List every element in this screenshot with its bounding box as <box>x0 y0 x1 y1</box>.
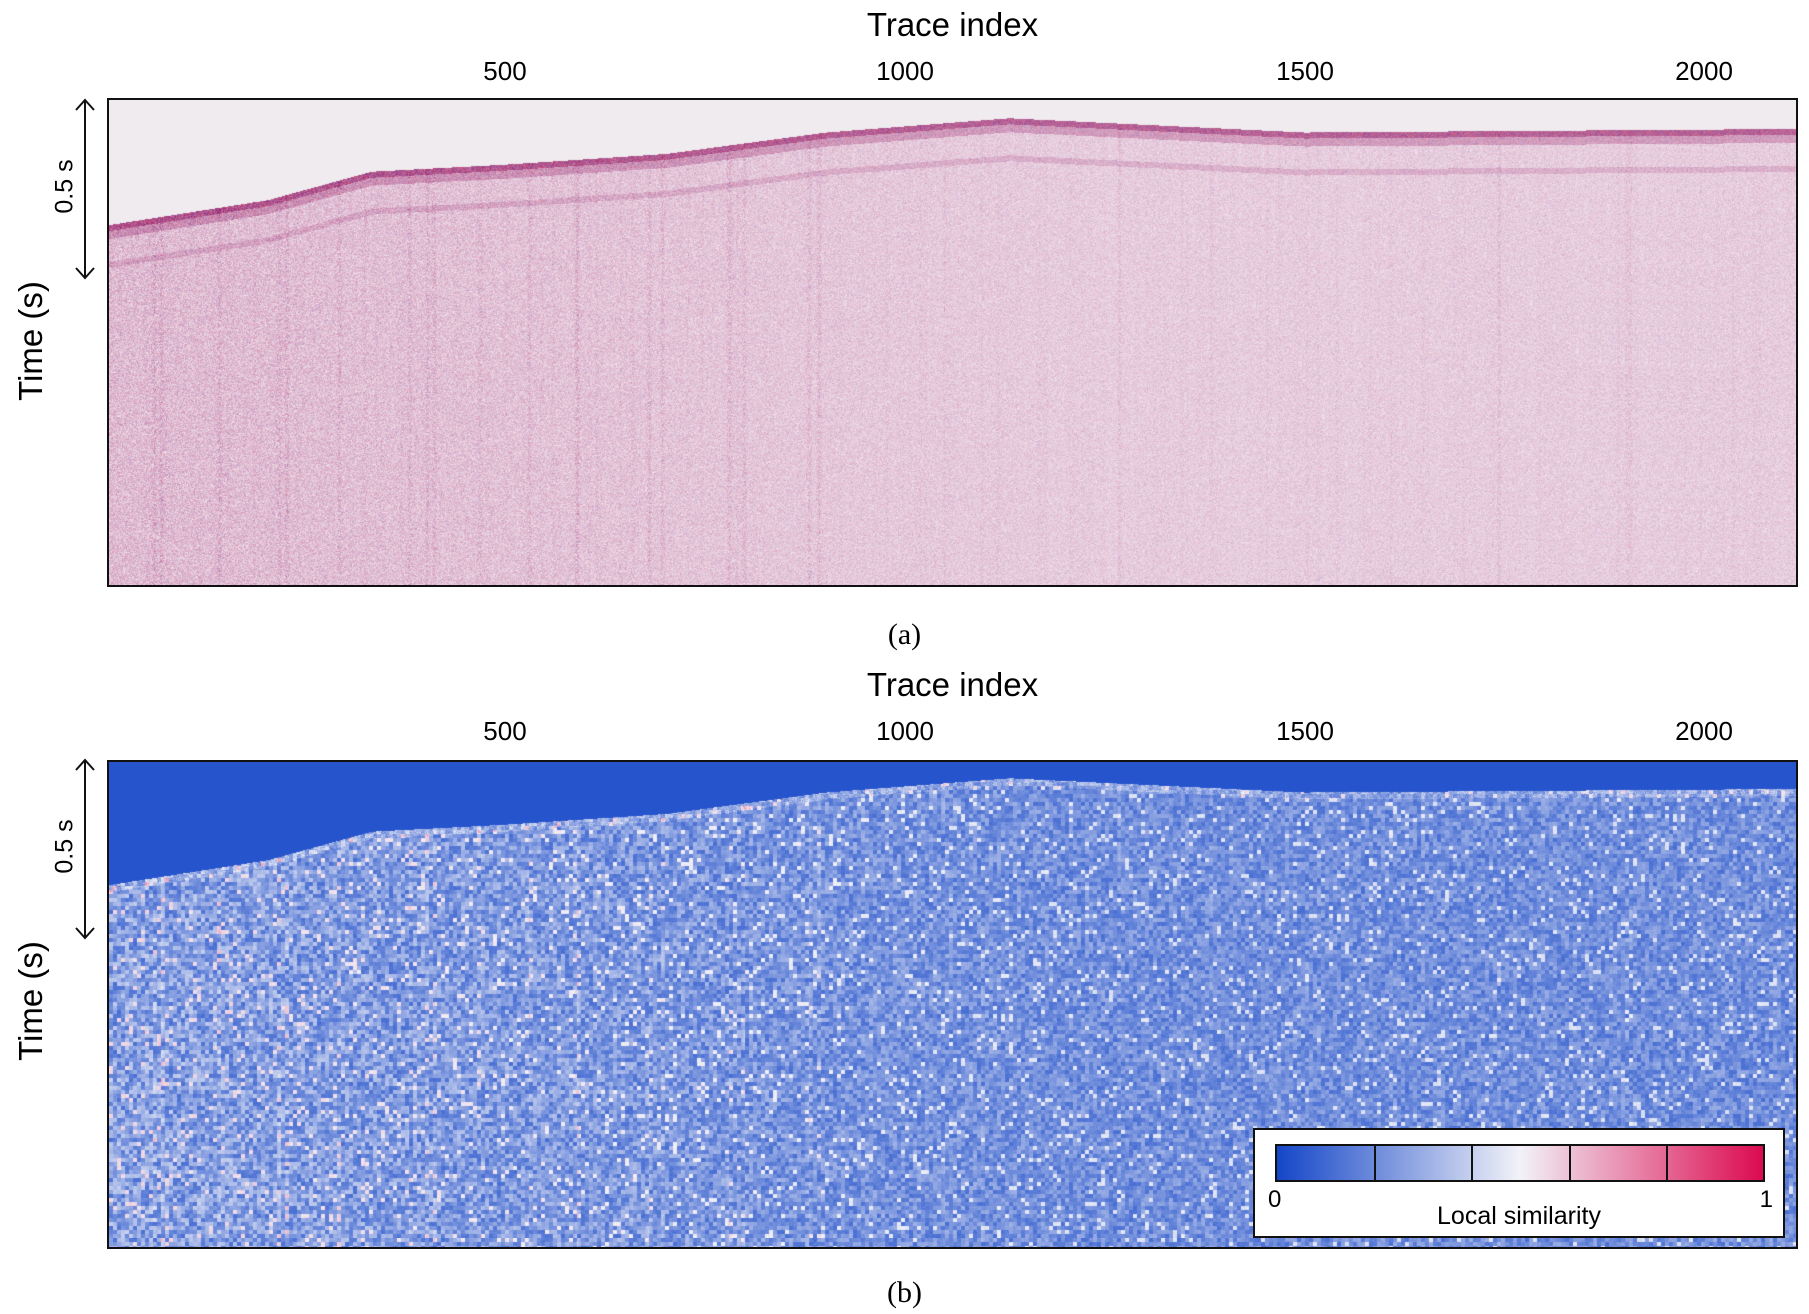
y-axis-title: Time (s) <box>12 941 49 1061</box>
colorbar-tick <box>1568 1146 1571 1180</box>
x-tick-1000: 1000 <box>876 716 934 746</box>
x-axis-title: Trace index <box>866 6 1039 43</box>
colorbar-legend: 0 1 Local similarity <box>1253 1128 1785 1238</box>
colorbar-title: Local similarity <box>1437 1202 1601 1230</box>
panel-b: Trace index 500 1000 1500 2000 0.5 s Tim… <box>0 660 1809 1314</box>
seismic-data-image <box>109 100 1796 585</box>
colorbar-tick <box>1665 1146 1668 1180</box>
scale-bar-arrow <box>75 758 95 940</box>
x-tick-500: 500 <box>483 716 527 746</box>
seismic-section-plot <box>107 98 1798 587</box>
panel-a: Trace index 500 1000 1500 2000 0.5 s Tim… <box>12 6 1798 651</box>
x-tick-1500: 1500 <box>1276 716 1334 746</box>
colorbar-tick <box>1374 1146 1377 1180</box>
y-axis-title: Time (s) <box>12 281 49 401</box>
x-tick-2000: 2000 <box>1675 56 1733 86</box>
scale-bar-arrow <box>75 98 95 280</box>
colorbar-min-label: 0 <box>1268 1186 1282 1213</box>
colorbar-max-label: 1 <box>1759 1186 1773 1213</box>
caption-a: (a) <box>887 618 922 651</box>
colorbar-tick <box>1471 1146 1474 1180</box>
x-tick-500: 500 <box>483 56 527 86</box>
x-tick-2000: 2000 <box>1675 716 1733 746</box>
x-tick-1500: 1500 <box>1276 56 1334 86</box>
x-axis-title: Trace index <box>866 666 1039 703</box>
scale-bar-label: 0.5 s <box>50 819 79 874</box>
colorbar <box>1275 1144 1765 1182</box>
caption-b: (b) <box>887 1276 922 1309</box>
x-tick-1000: 1000 <box>876 56 934 86</box>
scale-bar-label: 0.5 s <box>50 159 79 214</box>
